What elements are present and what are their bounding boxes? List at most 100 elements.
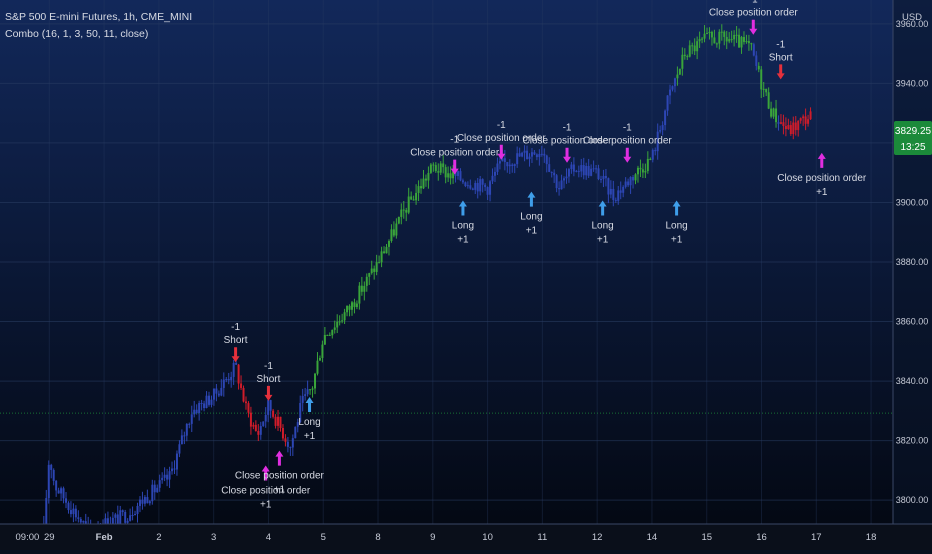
candle-body (733, 34, 736, 40)
candle-body (383, 251, 386, 254)
candle-body (134, 513, 137, 515)
signal-long[interactable]: Long +1 (452, 200, 474, 246)
signal-qty: +1 (260, 499, 272, 510)
candle-body (659, 130, 662, 132)
candle-body (240, 383, 243, 388)
candle-body (235, 362, 238, 365)
signal-close[interactable]: -1 Close position order (709, 0, 799, 35)
signal-label: Close position order (235, 471, 325, 482)
candle-body (565, 176, 568, 179)
candle-body (368, 273, 371, 277)
signal-long[interactable]: Long +1 (665, 200, 688, 246)
candle-body (641, 169, 644, 173)
candle-body (316, 360, 319, 374)
candle-body (143, 497, 146, 504)
signal-short[interactable]: -1 Short (769, 39, 793, 80)
candle-body (138, 499, 141, 506)
candle-body (646, 158, 649, 172)
candle-body (350, 302, 353, 310)
candle-body (597, 168, 600, 180)
time-axis-panel[interactable] (0, 524, 932, 550)
signal-qty: -1 (497, 120, 506, 131)
symbol-title[interactable]: S&P 500 E-mini Futures, 1h, CME_MINI (5, 11, 192, 23)
indicator-title[interactable]: Combo (16, 1, 3, 50, 11, close) (5, 28, 148, 40)
candle-body (508, 164, 511, 167)
x-tick-label: Feb (96, 532, 113, 543)
candle-body (385, 246, 388, 254)
candle-body (622, 186, 625, 193)
signal-close[interactable]: Close position order+1 (221, 465, 311, 510)
y-tick-label: 3960.00 (896, 19, 929, 29)
candle-body (427, 172, 430, 181)
candle-body (230, 376, 233, 381)
signal-label: Close position order (410, 148, 500, 159)
candle-body (484, 184, 487, 188)
signal-long[interactable]: Long +1 (592, 200, 614, 246)
signal-short[interactable]: -1 Short (256, 361, 281, 401)
arrow-down-icon (749, 19, 758, 35)
currency-label[interactable]: USD (902, 12, 922, 23)
candle-body (193, 409, 196, 415)
candle-body (171, 468, 174, 472)
candle-body (220, 387, 223, 396)
candle-body (422, 178, 425, 189)
candle-body (124, 511, 127, 523)
candle-body (614, 199, 617, 201)
candle-body (296, 422, 299, 427)
candle-body (567, 169, 570, 177)
candle-body (116, 514, 119, 524)
candle-body (526, 150, 529, 160)
candle-body (474, 182, 477, 190)
candle-body (612, 188, 615, 200)
signal-close[interactable]: -1 Close position order (410, 135, 500, 175)
candle-body (208, 395, 211, 405)
candle-body (378, 262, 381, 264)
candle-body (592, 168, 595, 170)
signal-label: Close position order (457, 133, 547, 144)
candle-body (698, 39, 701, 42)
candle-body (279, 416, 282, 428)
candle-body (664, 110, 667, 126)
candle-body (341, 320, 344, 322)
candle-body (198, 403, 201, 413)
candle-body (809, 111, 812, 120)
candle-body (654, 149, 657, 152)
candle-body (609, 188, 612, 195)
candle-body (703, 33, 706, 39)
signal-close[interactable]: Close position order+1 (777, 152, 867, 198)
x-tick-label: 3 (211, 532, 216, 543)
candle-body (79, 518, 82, 523)
candle-body (530, 152, 533, 157)
arrow-up-icon (261, 465, 270, 481)
candle-body (570, 164, 573, 170)
price-axis-panel[interactable] (893, 0, 932, 524)
candle-body (550, 171, 553, 173)
signal-close[interactable]: -1 Close position order (583, 123, 673, 163)
candle-body (318, 357, 321, 361)
candle-body (57, 490, 60, 494)
signal-close[interactable]: Close position order+1 (235, 450, 325, 496)
candle-body (286, 441, 289, 447)
signal-long[interactable]: Long +1 (298, 397, 321, 442)
candle-body (442, 163, 445, 168)
candle-body (432, 164, 435, 166)
candle-body (65, 498, 68, 503)
y-tick-label: 3900.00 (896, 197, 929, 207)
candle-body (491, 175, 494, 182)
candle-body (272, 410, 275, 417)
price-badge: 3829.25 13:25 (894, 121, 932, 155)
candle-body (299, 402, 302, 423)
candle-body (730, 39, 733, 41)
signal-close[interactable]: -1 Close position order (523, 123, 613, 163)
candle-body (710, 31, 713, 38)
candle-body (538, 154, 541, 158)
candle-body (765, 88, 768, 93)
candle-body (501, 158, 504, 162)
y-tick-label: 3940.00 (896, 78, 929, 88)
signal-long[interactable]: Long +1 (520, 191, 543, 237)
signal-close[interactable]: -1 Close position order (457, 120, 547, 160)
signal-short[interactable]: -1 Short (224, 322, 248, 363)
candle-body (555, 175, 558, 189)
